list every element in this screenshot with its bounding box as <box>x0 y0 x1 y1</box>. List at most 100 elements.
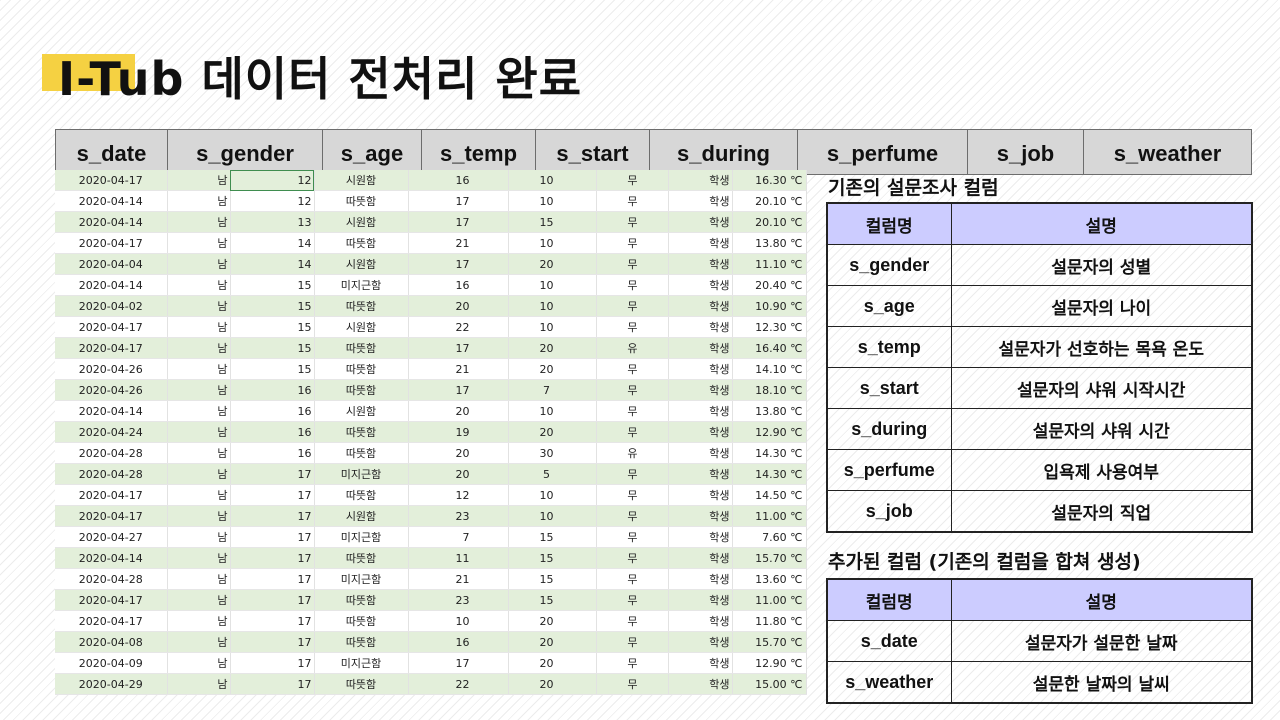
table-cell[interactable]: 17 <box>408 253 509 275</box>
table-cell[interactable]: 시원함 <box>314 211 409 233</box>
table-cell[interactable]: 15 <box>230 358 315 380</box>
table-cell[interactable]: 2020-04-17 <box>55 589 168 611</box>
table-cell[interactable]: 무 <box>596 526 669 548</box>
table-cell[interactable]: 7 <box>408 526 509 548</box>
table-cell[interactable]: 21 <box>408 568 509 590</box>
table-cell[interactable]: 16.40 ℃ <box>732 337 807 359</box>
table-cell[interactable]: 무 <box>596 610 669 632</box>
table-cell[interactable]: 17 <box>230 589 315 611</box>
table-cell[interactable]: 15 <box>508 568 597 590</box>
table-cell[interactable]: 남 <box>167 379 231 401</box>
table-cell[interactable]: 학생 <box>668 526 733 548</box>
table-cell[interactable]: 13.80 ℃ <box>732 232 807 254</box>
table-cell[interactable]: 2020-04-26 <box>55 358 168 380</box>
table-cell[interactable]: 30 <box>508 442 597 464</box>
table-cell[interactable]: 학생 <box>668 211 733 233</box>
table-cell[interactable]: 12.90 ℃ <box>732 421 807 443</box>
table-cell[interactable]: 학생 <box>668 505 733 527</box>
table-cell[interactable]: 16 <box>230 379 315 401</box>
table-cell[interactable]: 16 <box>408 274 509 296</box>
table-cell[interactable]: 남 <box>167 337 231 359</box>
table-cell[interactable]: 따뜻함 <box>314 190 409 212</box>
table-cell[interactable]: 10 <box>508 170 597 191</box>
table-cell[interactable]: 12 <box>230 170 315 191</box>
table-cell[interactable]: 14.30 ℃ <box>732 442 807 464</box>
table-cell[interactable]: 무 <box>596 484 669 506</box>
table-cell[interactable]: 남 <box>167 442 231 464</box>
table-cell[interactable]: 20 <box>508 358 597 380</box>
table-cell[interactable]: 2020-04-28 <box>55 463 168 485</box>
table-cell[interactable]: 15.70 ℃ <box>732 631 807 653</box>
table-cell[interactable]: 따뜻함 <box>314 610 409 632</box>
table-cell[interactable]: 17 <box>230 526 315 548</box>
table-cell[interactable]: 20 <box>508 253 597 275</box>
table-cell[interactable]: 2020-04-14 <box>55 547 168 569</box>
table-cell[interactable]: 무 <box>596 295 669 317</box>
table-cell[interactable]: 22 <box>408 316 509 338</box>
table-cell[interactable]: 남 <box>167 170 231 191</box>
table-cell[interactable]: 무 <box>596 631 669 653</box>
table-cell[interactable]: 무 <box>596 211 669 233</box>
table-cell[interactable]: 13.80 ℃ <box>732 400 807 422</box>
table-cell[interactable]: 미지근함 <box>314 463 409 485</box>
table-cell[interactable]: 17 <box>408 190 509 212</box>
table-cell[interactable]: 22 <box>408 673 509 695</box>
table-cell[interactable]: 무 <box>596 421 669 443</box>
table-cell[interactable]: 미지근함 <box>314 652 409 674</box>
table-cell[interactable]: 남 <box>167 568 231 590</box>
table-cell[interactable]: 남 <box>167 232 231 254</box>
table-cell[interactable]: 15 <box>508 589 597 611</box>
table-cell[interactable]: 따뜻함 <box>314 589 409 611</box>
table-cell[interactable]: 10 <box>508 295 597 317</box>
table-cell[interactable]: 17 <box>230 505 315 527</box>
table-cell[interactable]: 미지근함 <box>314 568 409 590</box>
table-cell[interactable]: 무 <box>596 589 669 611</box>
table-cell[interactable]: 17 <box>230 484 315 506</box>
table-cell[interactable]: 2020-04-09 <box>55 652 168 674</box>
table-cell[interactable]: 13 <box>230 211 315 233</box>
table-cell[interactable]: 남 <box>167 421 231 443</box>
table-cell[interactable]: 남 <box>167 253 231 275</box>
table-cell[interactable]: 21 <box>408 358 509 380</box>
table-cell[interactable]: 15 <box>230 295 315 317</box>
table-cell[interactable]: 17 <box>408 211 509 233</box>
table-cell[interactable]: 11.80 ℃ <box>732 610 807 632</box>
table-cell[interactable]: 학생 <box>668 253 733 275</box>
table-cell[interactable]: 따뜻함 <box>314 232 409 254</box>
table-cell[interactable]: 학생 <box>668 442 733 464</box>
table-cell[interactable]: 16.30 ℃ <box>732 170 807 191</box>
table-cell[interactable]: 학생 <box>668 295 733 317</box>
table-cell[interactable]: 학생 <box>668 400 733 422</box>
table-cell[interactable]: 남 <box>167 526 231 548</box>
table-cell[interactable]: 17 <box>408 652 509 674</box>
table-cell[interactable]: 따뜻함 <box>314 442 409 464</box>
table-cell[interactable]: 12.30 ℃ <box>732 316 807 338</box>
table-cell[interactable]: 15 <box>508 211 597 233</box>
table-cell[interactable]: 따뜻함 <box>314 379 409 401</box>
table-cell[interactable]: 시원함 <box>314 505 409 527</box>
table-cell[interactable]: 학생 <box>668 463 733 485</box>
table-cell[interactable]: 2020-04-17 <box>55 484 168 506</box>
table-cell[interactable]: 남 <box>167 484 231 506</box>
table-cell[interactable]: 14 <box>230 232 315 254</box>
table-cell[interactable]: 2020-04-14 <box>55 211 168 233</box>
table-cell[interactable]: 학생 <box>668 170 733 191</box>
table-cell[interactable]: 15 <box>508 547 597 569</box>
table-cell[interactable]: 2020-04-04 <box>55 253 168 275</box>
table-cell[interactable]: 남 <box>167 190 231 212</box>
table-cell[interactable]: 남 <box>167 358 231 380</box>
table-cell[interactable]: 12 <box>230 190 315 212</box>
table-cell[interactable]: 20.40 ℃ <box>732 274 807 296</box>
table-cell[interactable]: 11 <box>408 547 509 569</box>
table-cell[interactable]: 학생 <box>668 673 733 695</box>
table-cell[interactable]: 23 <box>408 589 509 611</box>
table-cell[interactable]: 2020-04-17 <box>55 170 168 191</box>
table-cell[interactable]: 11.10 ℃ <box>732 253 807 275</box>
table-cell[interactable]: 20 <box>408 295 509 317</box>
table-cell[interactable]: 7 <box>508 379 597 401</box>
table-cell[interactable]: 10 <box>508 484 597 506</box>
table-cell[interactable]: 20 <box>508 337 597 359</box>
table-cell[interactable]: 15.70 ℃ <box>732 547 807 569</box>
table-cell[interactable]: 19 <box>408 421 509 443</box>
table-cell[interactable]: 무 <box>596 568 669 590</box>
